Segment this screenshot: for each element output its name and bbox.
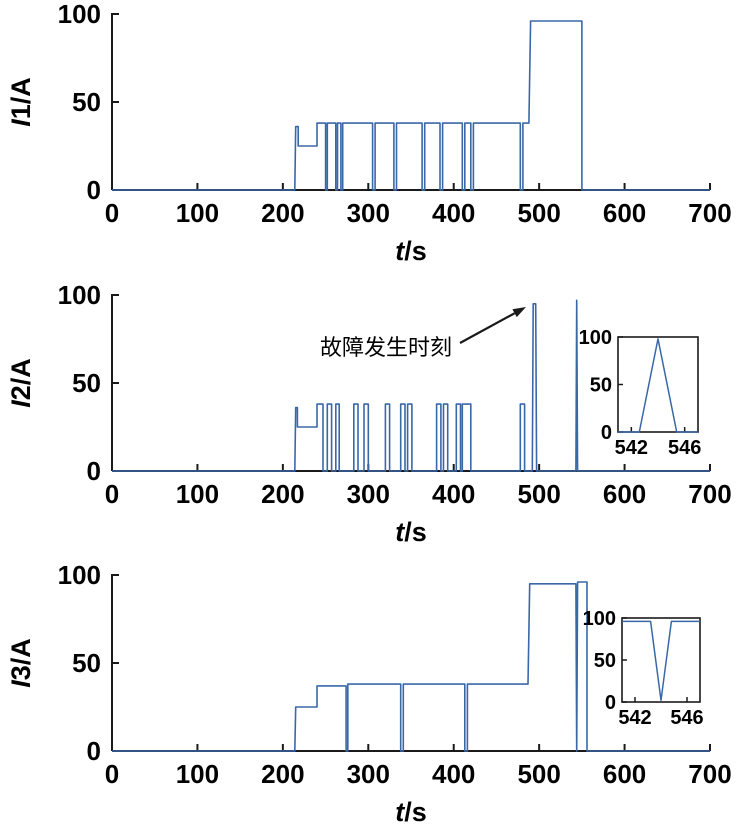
inset-series-line: [618, 338, 698, 433]
x-tick-label: 500: [517, 198, 560, 228]
y-tick-label: 50: [72, 368, 101, 398]
y-tick-label: 0: [87, 175, 101, 205]
y-tick-label: 50: [72, 87, 101, 117]
x-tick-label: 700: [688, 198, 731, 228]
x-tick-label: 600: [603, 198, 646, 228]
series-line: [112, 581, 710, 752]
x-tick-label: 200: [261, 759, 304, 789]
y-tick-label: 100: [58, 281, 101, 310]
x-tick-label: 300: [347, 198, 390, 228]
inset-frame: [617, 336, 699, 433]
x-tick-label: 500: [517, 479, 560, 509]
inset-x-tick-label: 542: [615, 437, 648, 459]
x-tick-label: 0: [105, 198, 119, 228]
x-axis-label: t/s: [395, 517, 427, 547]
x-tick-label: 700: [688, 759, 731, 789]
series-line: [112, 20, 710, 191]
x-tick-label: 600: [603, 759, 646, 789]
x-tick-label: 200: [261, 479, 304, 509]
inset-y-tick-label: 0: [601, 422, 612, 444]
x-tick-label: 100: [176, 479, 219, 509]
plot-area: 0 100 200 300 400 500 600 700 0 50 100 I1/A t/s: [6, 0, 732, 266]
x-tick-label: 100: [176, 198, 219, 228]
x-tick-label: 0: [105, 759, 119, 789]
x-axis-label: t/s: [395, 236, 427, 266]
chart-i2: 0 100 200 300 400 500 600 700050100I2/At/s故障发生时…: [6, 281, 732, 547]
inset-series-line: [622, 620, 700, 702]
x-tick-label: 400: [432, 198, 475, 228]
fault-annotation-arrow-line: [459, 312, 516, 344]
x-tick-label: 600: [603, 479, 646, 509]
inset-chart: 542 546 0 50 100: [583, 608, 704, 729]
fault-annotation-arrow-head: [512, 307, 526, 318]
inset-x-tick-label: 546: [670, 707, 703, 729]
inset-y-tick-label: 50: [594, 650, 616, 672]
inset-y-tick-label: 50: [590, 375, 612, 397]
x-tick-label: 400: [432, 479, 475, 509]
y-tick-label: 0: [87, 736, 101, 766]
x-axis-label: t/s: [395, 797, 427, 827]
y-tick-label: 50: [72, 648, 101, 678]
x-tick-label: 0: [105, 479, 119, 509]
y-tick-label: 100: [58, 561, 101, 590]
x-tick-label: 100: [176, 759, 219, 789]
inset-x-tick-label: 542: [618, 707, 651, 729]
y-axis-label: I1/A: [6, 77, 36, 127]
x-tick-label: 700: [688, 479, 731, 509]
y-tick-label: 0: [87, 456, 101, 486]
fault-annotation-label: 故障发生时刻: [320, 336, 452, 361]
y-axis-label: I2/A: [6, 358, 36, 408]
x-tick-label: 300: [347, 479, 390, 509]
y-axis-label: I3/A: [6, 638, 36, 688]
x-tick-label: 300: [347, 759, 390, 789]
chart-i1: 0 100 200 300 400 500 600 700 0 50 100 I1/A t/s: [6, 0, 732, 266]
inset-chart: 542 546 0 50 100: [579, 327, 702, 459]
inset-y-tick-label: 100: [579, 327, 612, 349]
x-tick-label: 200: [261, 198, 304, 228]
inset-x-tick-label: 546: [668, 437, 701, 459]
inset-y-tick-label: 0: [605, 692, 616, 714]
x-tick-label: 400: [432, 759, 475, 789]
inset-y-tick-label: 100: [583, 608, 616, 630]
inset-frame: [621, 617, 701, 703]
x-tick-label: 500: [517, 759, 560, 789]
y-tick-label: 100: [58, 0, 101, 29]
series-line: [112, 299, 710, 472]
fault-annotation: 故障发生时刻: [320, 307, 526, 361]
